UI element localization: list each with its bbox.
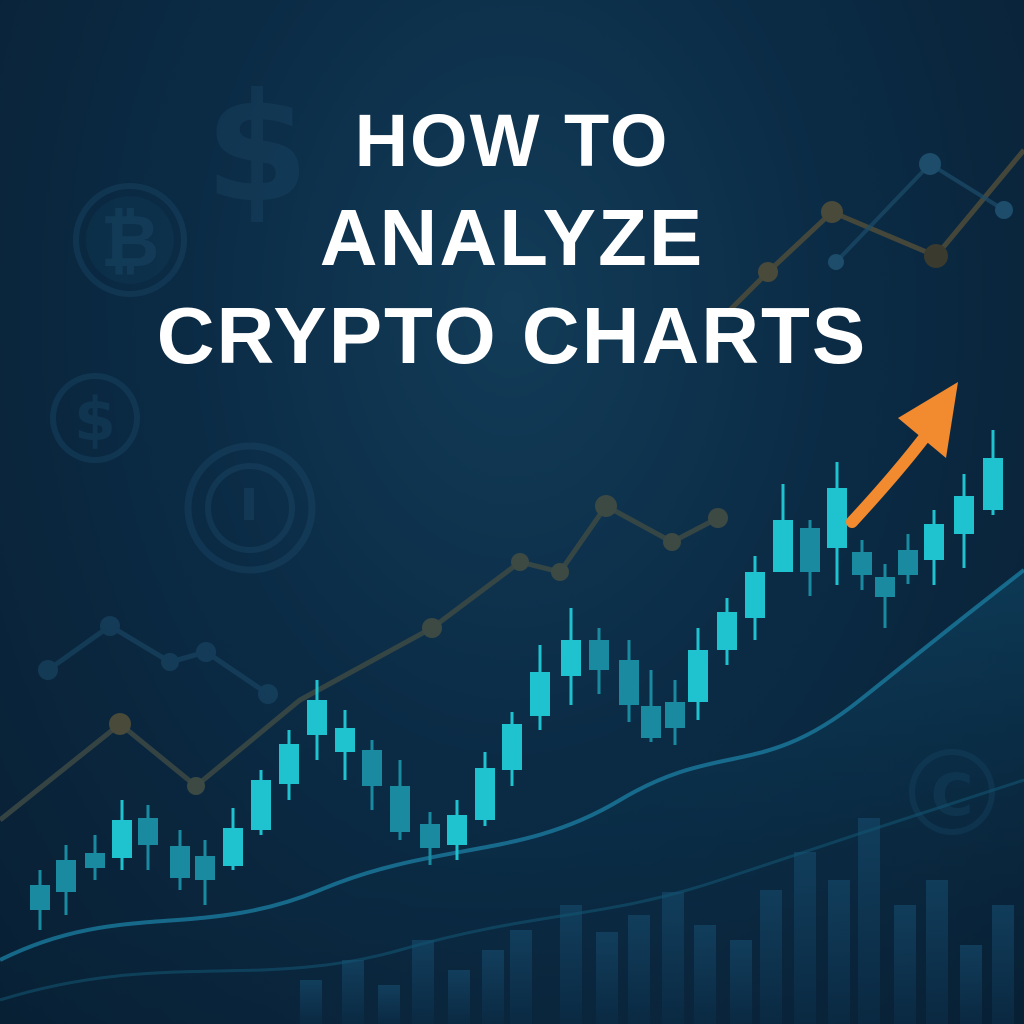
candlestick [447,800,467,860]
candlestick [688,628,708,720]
candlestick [335,710,355,780]
trend-up-arrow-icon [846,382,958,528]
candlestick [561,608,581,705]
candlestick [251,770,271,835]
candlestick [138,805,158,870]
svg-text:₿: ₿ [101,199,160,283]
candlestick [30,870,50,930]
candle-body [530,672,550,716]
candle-body [335,728,355,752]
candlestick [800,520,820,596]
candlestick [924,510,944,585]
candle-body [279,744,299,784]
title-line-1: HOW TO [354,99,670,182]
candlestick [362,740,382,810]
candle-body [665,702,685,728]
candle-body [170,846,190,878]
candlestick [502,712,522,786]
wave-area [0,570,1024,1024]
title-line-2: ANALYZE [319,193,705,282]
candlestick [852,540,872,590]
candlestick [530,645,550,730]
candle-body [717,612,737,650]
bitcoin-coin-icon: ₿ [73,183,187,297]
candlestick [745,556,765,640]
candle-body [447,815,467,845]
candlestick [773,484,793,572]
candlestick [420,812,440,865]
candlestick [390,760,410,840]
candle-body [475,768,495,820]
candlestick [307,680,327,760]
candle-body [362,750,382,786]
candlestick [56,845,76,915]
dollar-sign-icon: $ [205,62,309,236]
candlestick [717,598,737,665]
candlestick [619,640,639,722]
svg-text:$: $ [205,62,309,236]
candle-body [56,860,76,892]
candle-body [688,650,708,702]
candle-body [875,577,895,597]
candle-body [112,820,132,858]
candlestick [641,670,661,742]
candlestick [665,680,685,745]
candle-body [954,496,974,534]
candlestick [983,430,1003,515]
candle-body [390,786,410,832]
line-overlay-front [0,495,728,822]
candlestick [279,730,299,800]
line-overlay-back [38,616,278,704]
candle-body [307,700,327,735]
candlestick [898,534,918,584]
candlestick [85,835,105,880]
candle-body [251,780,271,830]
candle-body [924,524,944,560]
candle-body [800,528,820,572]
candle-body [502,724,522,770]
line-overlay-top [728,148,1024,312]
candle-body [589,640,609,670]
candlestick [170,830,190,890]
candle-body [619,660,639,705]
candle-body [420,824,440,848]
candlestick [475,752,495,826]
candle-body [138,818,158,845]
wave-line-1 [0,568,1024,962]
candle-body [852,552,872,575]
candle-body [983,458,1003,510]
candle-body [223,828,243,866]
candle-body [773,520,793,572]
candle-body [641,706,661,738]
candle-body [195,856,215,880]
candle-body [898,550,918,575]
candle-body [745,572,765,618]
candlestick [195,840,215,905]
candlestick [827,462,847,585]
generic-coin-icon [184,442,316,574]
candle-body [827,488,847,548]
candlestick [954,474,974,568]
candlestick [589,628,609,694]
candle-body [30,885,50,910]
candle-body [561,640,581,676]
title-line-3: CRYPTO CHARTS [156,291,868,380]
candle-body [85,853,105,868]
svg-text:$: $ [74,385,116,455]
dollar-coin-icon: $ [50,373,140,463]
wave-line-2 [0,778,1024,1002]
candlestick [875,564,895,628]
candlestick-series [30,430,1003,930]
candlestick [223,808,243,870]
candlestick [112,800,132,870]
